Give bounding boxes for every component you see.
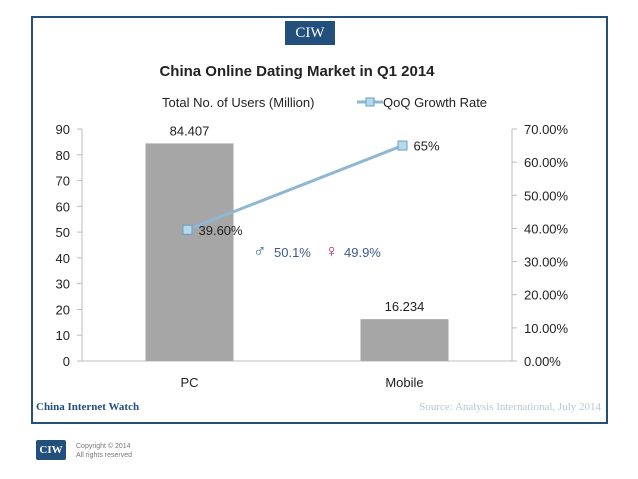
bar-value-label: 16.234 [385,299,425,314]
y-left-tick-label: 80 [56,148,70,163]
brand-name: China Internet Watch [36,401,140,413]
x-tick-label: PC [180,375,198,390]
growth-value-label: 65% [414,139,440,154]
y-right-tick-label: 10.00% [524,321,569,336]
growth-line [186,144,404,232]
y-left-tick-label: 60 [56,199,70,214]
copyright-line-2: All rights reserved [76,452,133,459]
x-tick-label: Mobile [385,375,423,390]
male-icon: ♂ [253,241,267,261]
bar-mobile [360,319,449,361]
copyright-line-1: Copyright © 2014 [76,443,131,450]
y-left-tick-label: 50 [56,225,70,240]
y-right-tick-label: 0.00% [524,354,561,369]
legend-label-users: Total No. of Users (Million) [162,95,314,110]
legend-label-growth: QoQ Growth Rate [383,95,487,110]
growth-point [182,224,193,235]
y-left-tick-label: 90 [56,122,70,137]
ciw-tag: CIW [285,21,335,45]
y-left-tick-label: 40 [56,251,70,266]
y-left-tick-label: 10 [56,328,70,343]
growth-point [397,140,408,151]
bar-value-label: 84.407 [170,123,210,138]
source-note: Source: Analysis International, July 201… [419,401,601,413]
y-left-tick-label: 30 [56,277,70,292]
y-right-tick-label: 30.00% [524,255,569,270]
legend-square-marker [365,97,375,107]
copyright: Copyright © 2014 All rights reserved [76,442,132,460]
y-left-tick-label: 0 [63,354,70,369]
growth-value-label: 39.60% [199,223,244,238]
ciw-logo: CIW [36,440,66,460]
male-percent: 50.1% [274,245,311,260]
y-right-tick-label: 20.00% [524,288,569,303]
y-right-tick-label: 50.00% [524,188,569,203]
y-left-tick-label: 20 [56,302,70,317]
y-right-tick-label: 70.00% [524,122,569,137]
bar-pc [145,143,234,361]
y-right-tick-label: 40.00% [524,221,569,236]
y-left-tick-label: 70 [56,174,70,189]
y-right-tick-label: 60.00% [524,155,569,170]
female-icon: ♀ [325,241,339,261]
chart-title: China Online Dating Market in Q1 2014 [159,63,435,80]
female-percent: 49.9% [344,245,381,260]
